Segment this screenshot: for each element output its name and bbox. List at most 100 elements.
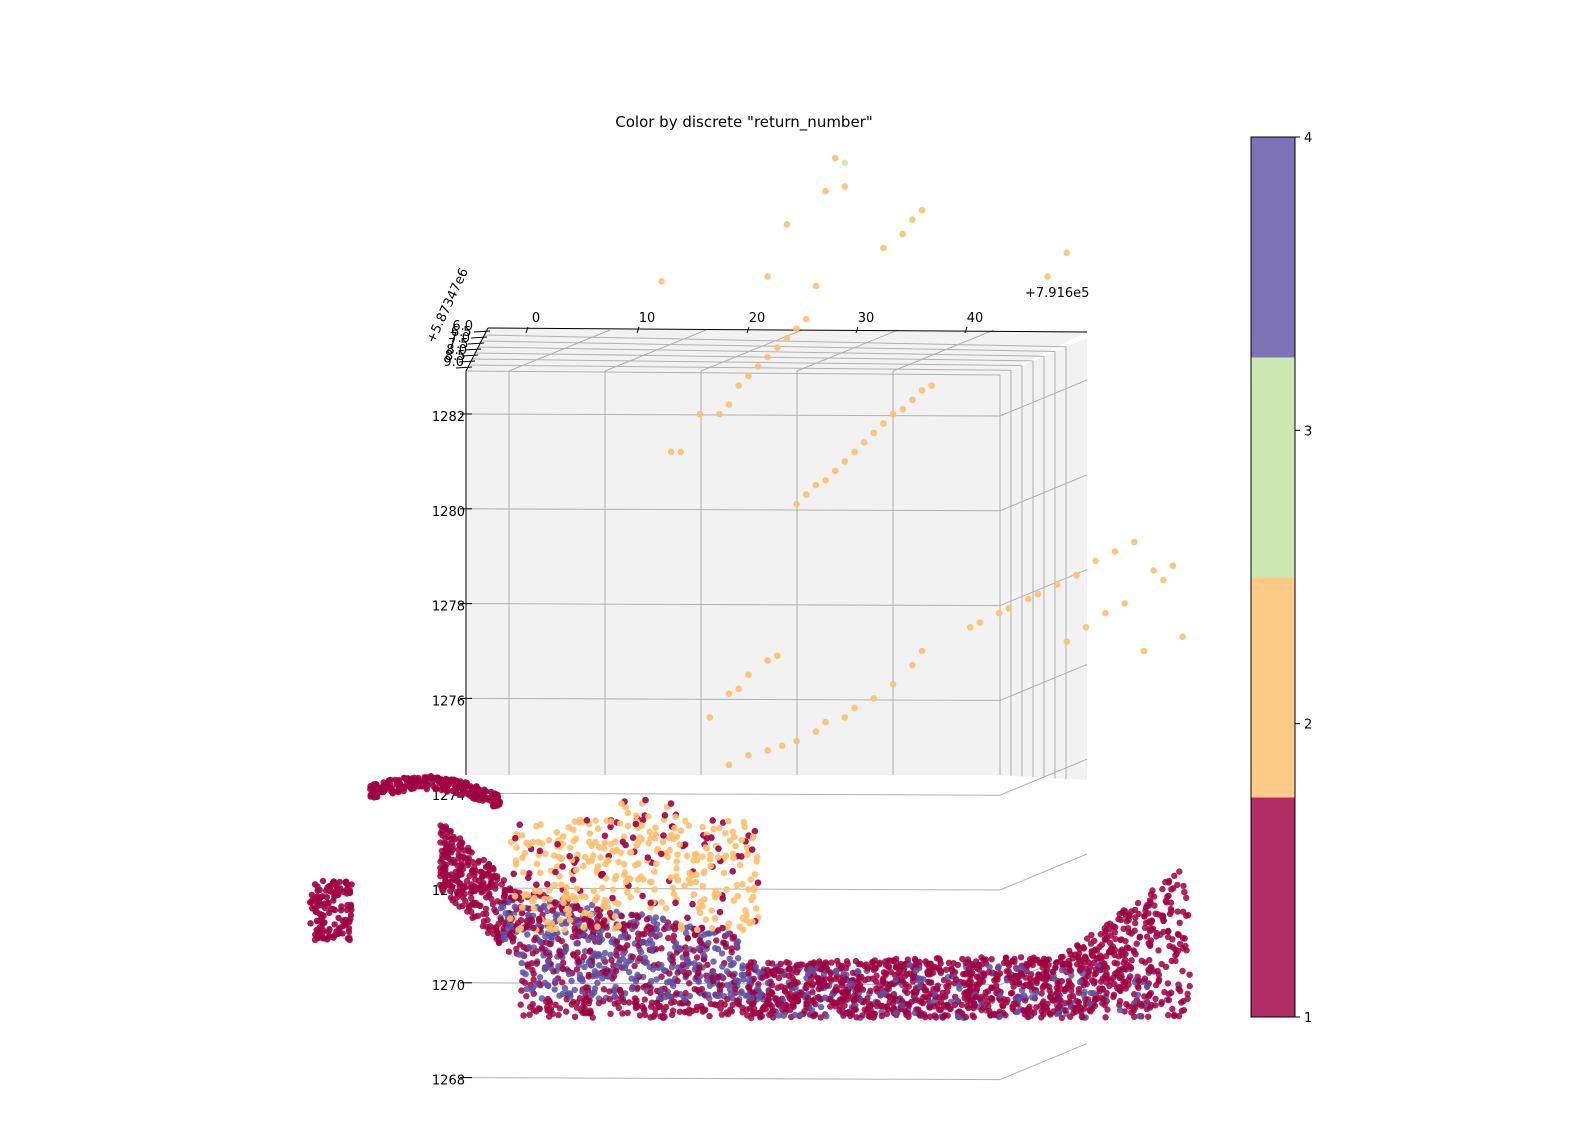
- ground-point: [650, 918, 657, 925]
- ground-point: [754, 985, 761, 992]
- ground-point: [625, 958, 632, 965]
- x-tick-mark: [636, 326, 640, 334]
- vegetation-point: [624, 809, 632, 817]
- ground-point: [1031, 1009, 1038, 1016]
- ground-point: [893, 1009, 900, 1016]
- x-tick-label: 40: [967, 311, 984, 326]
- ground-point: [1174, 908, 1181, 915]
- ground-point: [840, 971, 847, 978]
- ground-point: [559, 979, 566, 986]
- point-return-2: [735, 685, 742, 693]
- vegetation-point: [676, 841, 683, 848]
- ground-point: [565, 970, 573, 978]
- ground-point: [969, 983, 977, 991]
- ground-point: [869, 958, 876, 966]
- ground-point: [727, 991, 734, 998]
- ground-point: [531, 936, 538, 944]
- vegetation-point: [594, 923, 601, 930]
- ground-point: [682, 950, 690, 957]
- y-tick-label: 6.5: [451, 325, 472, 340]
- point-return-2: [967, 624, 974, 631]
- ground-point: [1152, 910, 1159, 917]
- ground-point: [331, 921, 338, 928]
- ground-point: [1012, 964, 1020, 971]
- ground-point: [1145, 1013, 1152, 1020]
- ground-point: [1007, 974, 1015, 982]
- ground-point: [461, 884, 469, 891]
- ground-point: [448, 871, 455, 878]
- vegetation-point: [516, 821, 523, 828]
- ground-point: [817, 1003, 825, 1011]
- ground-point: [437, 869, 444, 876]
- ground-point: [726, 955, 733, 962]
- vegetation-point: [572, 835, 580, 842]
- colorbar-level-2: [1251, 577, 1295, 798]
- vegetation-point: [702, 844, 709, 851]
- ground-point: [483, 923, 491, 930]
- y-tick-mark: [467, 342, 485, 345]
- ground-point: [478, 881, 485, 888]
- vegetation-point: [651, 834, 659, 842]
- x-tick-label: 30: [858, 311, 875, 326]
- x-tick-label: 20: [749, 311, 766, 326]
- vegetation-point: [565, 895, 573, 902]
- y-tick-mark: [455, 366, 473, 369]
- ground-point: [339, 917, 346, 924]
- ground-point: [454, 784, 462, 791]
- ground-point: [1009, 957, 1016, 965]
- vegetation-point: [583, 817, 591, 824]
- ground-point: [898, 997, 906, 1005]
- ground-point: [657, 988, 664, 995]
- ground-point: [576, 995, 584, 1002]
- point-return-2: [1131, 538, 1138, 546]
- grid-depth-x-3: [796, 329, 899, 372]
- y-tick-label: 6.0: [452, 319, 473, 334]
- ground-point: [724, 981, 731, 989]
- ground-point: [498, 881, 505, 888]
- ground-point: [631, 962, 638, 970]
- ground-point: [568, 977, 575, 985]
- point-return-2: [735, 382, 742, 389]
- grid-top-y-5: [480, 340, 1056, 352]
- ground-point: [1116, 998, 1124, 1005]
- ground-point: [600, 986, 608, 993]
- ground-point: [500, 893, 508, 900]
- point-return-2: [1082, 624, 1090, 631]
- ground-point: [629, 911, 636, 919]
- ground-point: [1168, 908, 1175, 915]
- ground-point: [1116, 1006, 1124, 1014]
- ground-point: [430, 783, 437, 790]
- y-tick-mark: [473, 330, 491, 333]
- ground-point: [865, 975, 872, 982]
- ground-point: [457, 853, 464, 860]
- ground-point: [1093, 955, 1101, 962]
- ground-point: [793, 969, 801, 976]
- ground-point: [314, 883, 321, 890]
- ground-point: [1039, 975, 1046, 982]
- vegetation-point: [582, 893, 589, 901]
- grid-line-z-3: [465, 697, 1001, 701]
- ground-point: [587, 1007, 594, 1014]
- vegetation-point: [690, 891, 698, 898]
- ground-point: [347, 915, 354, 923]
- ground-point: [571, 1013, 579, 1020]
- ground-point: [1143, 983, 1151, 991]
- ground-point: [899, 1002, 906, 1009]
- vegetation-point: [607, 823, 614, 831]
- vegetation-point: [512, 834, 519, 842]
- ground-point: [470, 795, 477, 802]
- ground-point: [1066, 962, 1073, 969]
- vegetation-point: [572, 904, 579, 911]
- vegetation-point: [560, 899, 567, 906]
- ground-point: [1142, 904, 1150, 911]
- ground-point: [312, 904, 319, 912]
- ground-point: [441, 840, 448, 847]
- ground-point: [856, 974, 863, 981]
- ground-point: [691, 986, 698, 993]
- ground-point: [529, 966, 536, 974]
- vegetation-point: [617, 849, 624, 856]
- ground-point: [447, 894, 455, 901]
- grid-depth-z-5: [999, 853, 1088, 891]
- ground-point: [660, 1007, 668, 1014]
- ground-point: [718, 1011, 726, 1018]
